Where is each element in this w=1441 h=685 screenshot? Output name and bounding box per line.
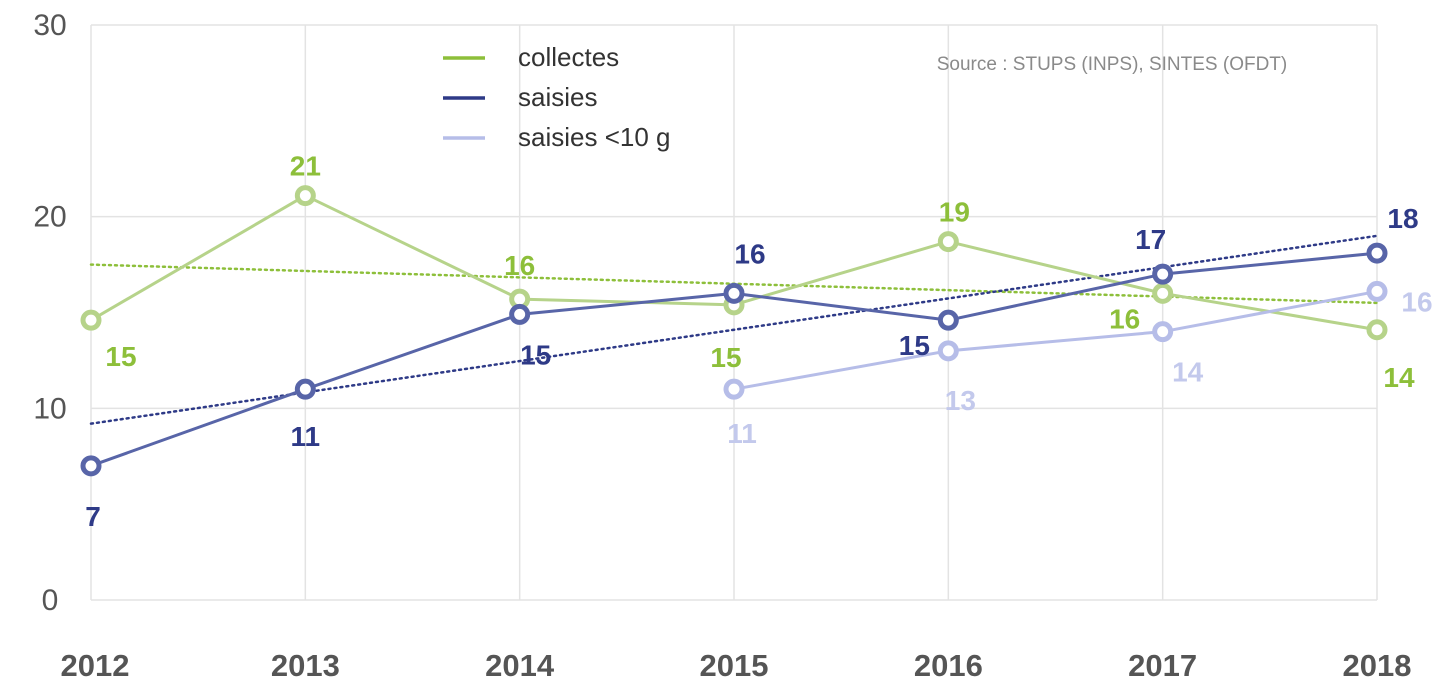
data-label: 7 [85, 501, 101, 532]
data-labels: 15 21 16 15 19 16 14 7 11 15 16 15 17 18 11 13 14 16 [85, 151, 1432, 532]
data-point [1152, 282, 1174, 304]
series-line [733, 289, 1378, 391]
x-tick-label: 2014 [485, 648, 555, 683]
data-label: 11 [727, 418, 757, 449]
data-point [80, 309, 102, 331]
data-label: 21 [290, 151, 321, 182]
data-point [937, 309, 959, 331]
data-label: 13 [945, 385, 976, 416]
x-axis-ticks: 2012 2013 2014 2015 2016 2017 2018 [61, 648, 1412, 683]
data-label: 15 [899, 330, 930, 361]
y-tick-label: 0 [42, 584, 59, 617]
data-point [509, 303, 531, 325]
x-tick-label: 2015 [700, 648, 769, 683]
x-tick-label: 2018 [1343, 648, 1412, 683]
x-tick-label: 2012 [61, 648, 130, 683]
y-tick-label: 20 [33, 201, 66, 234]
y-tick-label: 30 [33, 9, 66, 42]
data-label: 15 [710, 342, 741, 373]
legend-label: saisies <10 g [518, 122, 670, 152]
data-label: 15 [520, 339, 551, 370]
data-point [294, 185, 316, 207]
data-point [1366, 319, 1388, 341]
data-point [1152, 321, 1174, 343]
x-tick-label: 2013 [271, 648, 340, 683]
data-point [937, 340, 959, 362]
legend: collectes saisies saisies <10 g [443, 42, 670, 152]
data-label: 17 [1135, 224, 1166, 255]
data-label: 16 [1401, 286, 1432, 317]
legend-label: collectes [518, 42, 619, 72]
data-point [1152, 263, 1174, 285]
data-label: 11 [291, 421, 321, 452]
data-point [937, 231, 959, 253]
y-tick-label: 10 [33, 392, 66, 425]
data-point [294, 378, 316, 400]
data-label: 19 [939, 197, 970, 228]
data-label: 16 [1109, 303, 1140, 334]
data-label: 16 [504, 250, 535, 281]
source-note: Source : STUPS (INPS), SINTES (OFDT) [937, 54, 1288, 75]
legend-label: saisies [518, 82, 597, 112]
data-label: 16 [734, 238, 765, 269]
data-label: 14 [1383, 362, 1415, 393]
data-label: 18 [1387, 203, 1418, 234]
x-tick-label: 2017 [1128, 648, 1197, 683]
data-point [1366, 280, 1388, 302]
data-point [723, 282, 745, 304]
data-points [80, 185, 1388, 477]
data-point [723, 378, 745, 400]
data-point [1366, 242, 1388, 264]
data-label: 14 [1172, 357, 1204, 388]
y-axis-ticks: 0 10 20 30 [33, 9, 66, 617]
x-tick-label: 2016 [914, 648, 983, 683]
data-label: 15 [105, 341, 136, 372]
data-point [80, 455, 102, 477]
